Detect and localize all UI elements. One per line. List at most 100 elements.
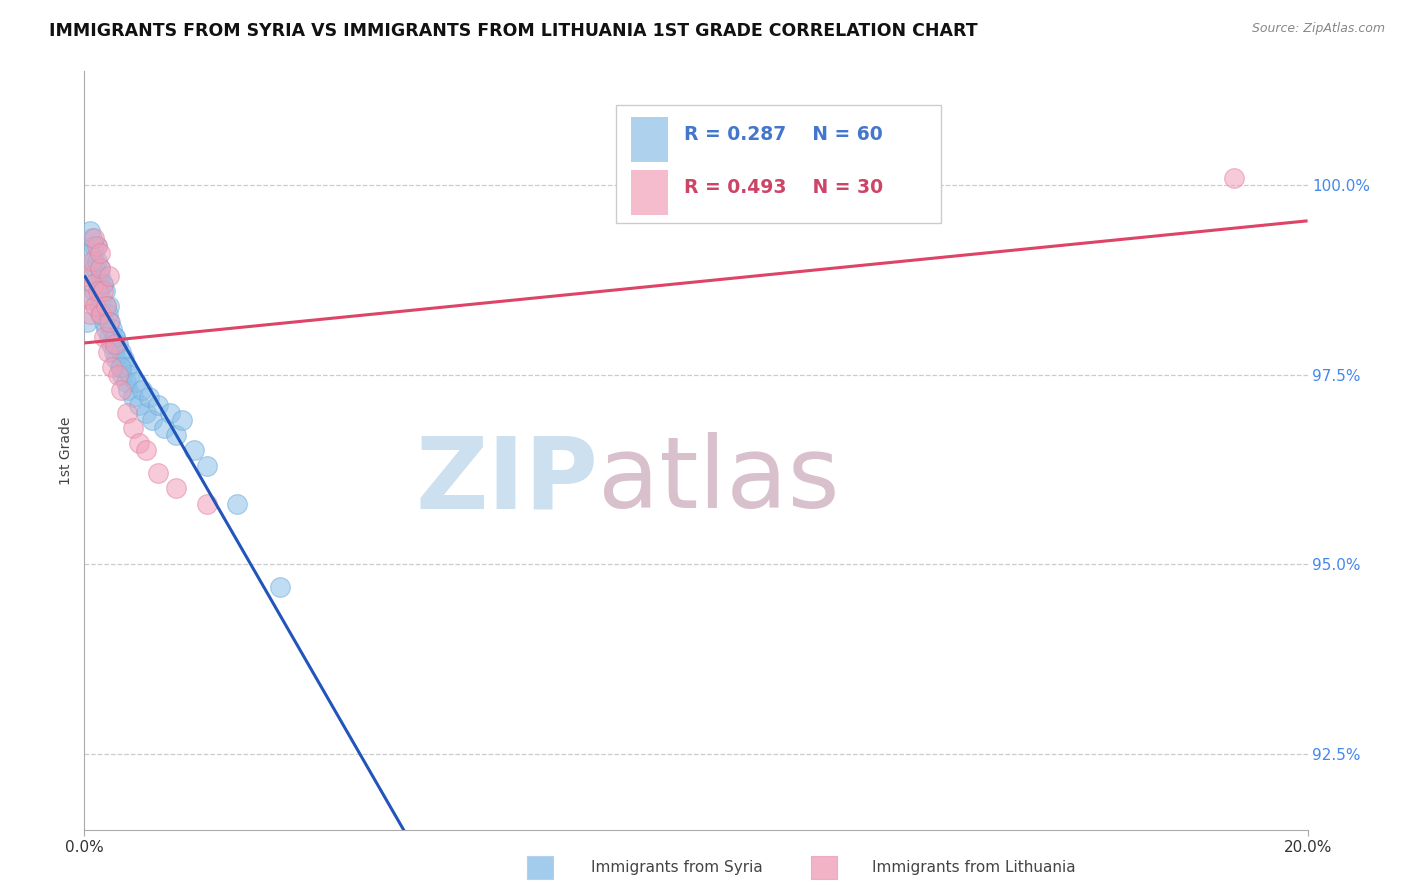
Point (89, 307, 111, 321)
Point (91, 285, 114, 299)
Y-axis label: 1st Grade: 1st Grade (59, 417, 73, 484)
Point (97, 345, 120, 359)
Point (153, 421, 176, 435)
Point (83, 285, 105, 299)
Point (112, 352, 135, 367)
Point (79, 307, 101, 321)
Point (87, 277, 110, 291)
Point (101, 322, 124, 336)
Point (83, 277, 105, 291)
Point (104, 330, 127, 344)
Point (195, 497, 218, 511)
Point (97, 300, 120, 314)
Point (128, 398, 150, 412)
Point (83, 231, 105, 245)
Point (107, 368, 129, 382)
Point (226, 497, 249, 511)
Point (146, 398, 169, 412)
Point (80, 254, 103, 268)
Point (84, 300, 107, 314)
Point (97, 314, 120, 328)
Point (82, 269, 104, 284)
Point (111, 368, 134, 382)
Text: ZIP: ZIP (415, 433, 598, 529)
Point (98, 314, 121, 328)
Text: Immigrants from Syria: Immigrants from Syria (591, 861, 762, 875)
Point (101, 360, 124, 375)
Point (104, 330, 127, 344)
Point (108, 360, 131, 375)
Point (97, 307, 120, 321)
Point (128, 436, 150, 450)
Point (138, 391, 160, 405)
Point (100, 337, 122, 351)
Point (89, 269, 111, 284)
Point (269, 580, 291, 594)
Point (183, 443, 205, 458)
Point (97, 330, 120, 344)
Bar (631, 170, 668, 216)
Text: atlas: atlas (598, 433, 839, 529)
Point (135, 443, 157, 458)
Point (89, 261, 111, 276)
Point (77, 292, 100, 306)
Point (117, 383, 139, 397)
Bar (631, 117, 668, 162)
Point (87, 300, 110, 314)
Point (141, 413, 163, 427)
Point (86, 239, 108, 253)
Point (105, 352, 128, 367)
Point (115, 375, 138, 389)
Point (89, 261, 111, 276)
Point (91, 277, 114, 291)
FancyBboxPatch shape (616, 105, 941, 223)
Point (97, 269, 120, 284)
Point (90, 292, 112, 306)
Point (131, 383, 153, 397)
Point (107, 337, 129, 351)
Point (76, 269, 98, 284)
Point (110, 383, 132, 397)
Text: IMMIGRANTS FROM SYRIA VS IMMIGRANTS FROM LITHUANIA 1ST GRADE CORRELATION CHART: IMMIGRANTS FROM SYRIA VS IMMIGRANTS FROM… (49, 22, 977, 40)
Text: R = 0.287    N = 60: R = 0.287 N = 60 (683, 125, 883, 144)
Point (122, 391, 145, 405)
Point (89, 246, 111, 260)
Point (94, 300, 117, 314)
Text: R = 0.493    N = 30: R = 0.493 N = 30 (683, 178, 883, 197)
Point (172, 413, 194, 427)
Point (96, 322, 118, 336)
Point (115, 406, 138, 420)
Text: Source: ZipAtlas.com: Source: ZipAtlas.com (1251, 22, 1385, 36)
Point (110, 345, 132, 359)
Point (165, 428, 187, 442)
Point (125, 375, 148, 389)
Point (103, 345, 125, 359)
Point (86, 239, 108, 253)
Point (94, 300, 117, 314)
Point (120, 368, 142, 382)
Point (195, 458, 218, 473)
Point (80, 231, 103, 245)
Point (93, 330, 115, 344)
Point (135, 406, 157, 420)
Point (115, 360, 138, 375)
Point (76, 314, 98, 328)
Point (90, 307, 112, 321)
Point (94, 285, 117, 299)
Point (91, 277, 114, 291)
Point (86, 254, 108, 268)
Point (79, 224, 101, 238)
Point (83, 239, 105, 253)
Point (77, 292, 100, 306)
Point (87, 285, 110, 299)
Point (122, 421, 145, 435)
Point (84, 261, 107, 276)
Point (79, 246, 101, 260)
Point (110, 360, 132, 375)
Point (146, 467, 169, 481)
Point (104, 337, 127, 351)
Point (1223, 170, 1246, 185)
Point (93, 314, 115, 328)
Point (159, 406, 181, 420)
Text: Immigrants from Lithuania: Immigrants from Lithuania (872, 861, 1076, 875)
